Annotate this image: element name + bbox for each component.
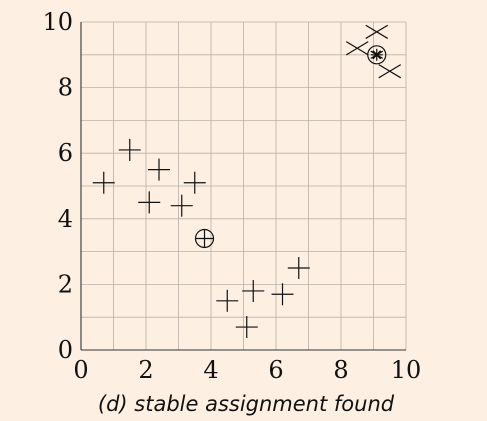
data-point-plus xyxy=(92,171,115,194)
x-tick-label: 6 xyxy=(268,356,283,384)
data-point-plus xyxy=(148,158,170,181)
x-tick-label: 8 xyxy=(333,356,348,384)
y-tick-label: 10 xyxy=(42,8,73,36)
x-tick-label: 0 xyxy=(73,356,88,384)
data-point-plus xyxy=(287,257,310,279)
data-point-plus xyxy=(271,283,294,306)
axes xyxy=(80,22,406,351)
x-tick-label: 10 xyxy=(391,356,422,384)
y-tick-label: 4 xyxy=(58,205,73,233)
data-point-plus xyxy=(235,316,258,339)
data-point-cross xyxy=(345,41,369,56)
grid xyxy=(80,21,407,351)
y-tick-label: 0 xyxy=(58,336,73,364)
data-point-circled-plus xyxy=(194,228,215,249)
data-point-plus xyxy=(118,138,141,161)
data-point-cross xyxy=(378,64,402,79)
data-point-plus xyxy=(138,191,161,214)
x-tick-label: 4 xyxy=(203,356,218,384)
data-point-circled-asterisk xyxy=(367,45,387,65)
tick-labels: 0 2 4 6 8 10 0 2 4 6 8 10 xyxy=(42,8,421,384)
data-point-cross xyxy=(365,24,389,39)
data-point-plus xyxy=(216,289,239,312)
data-markers xyxy=(92,24,402,339)
data-point-plus xyxy=(183,171,206,194)
y-tick-label: 8 xyxy=(58,74,73,102)
chart-caption: (d) stable assignment found xyxy=(98,392,395,416)
y-tick-label: 6 xyxy=(58,139,73,167)
data-point-plus xyxy=(170,194,193,217)
data-point-plus xyxy=(242,279,265,302)
x-tick-label: 2 xyxy=(138,356,153,384)
y-tick-label: 2 xyxy=(58,270,73,298)
